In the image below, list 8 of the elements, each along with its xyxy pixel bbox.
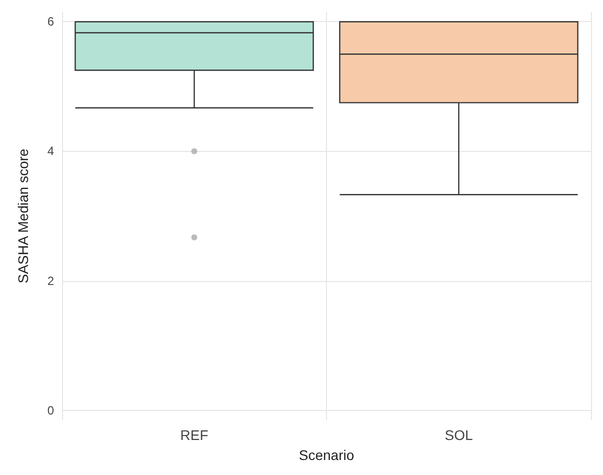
y-tick-label: 4 [47, 144, 54, 158]
x-tick-label: SOL [444, 427, 473, 443]
x-axis-title: Scenario [298, 447, 354, 463]
y-tick-label: 0 [47, 403, 54, 418]
y-axis-title: SASHA Median score [15, 148, 31, 284]
x-tick-label: REF [180, 427, 208, 443]
y-tick-label: 6 [47, 14, 54, 29]
y-tick-label: 2 [47, 274, 54, 288]
